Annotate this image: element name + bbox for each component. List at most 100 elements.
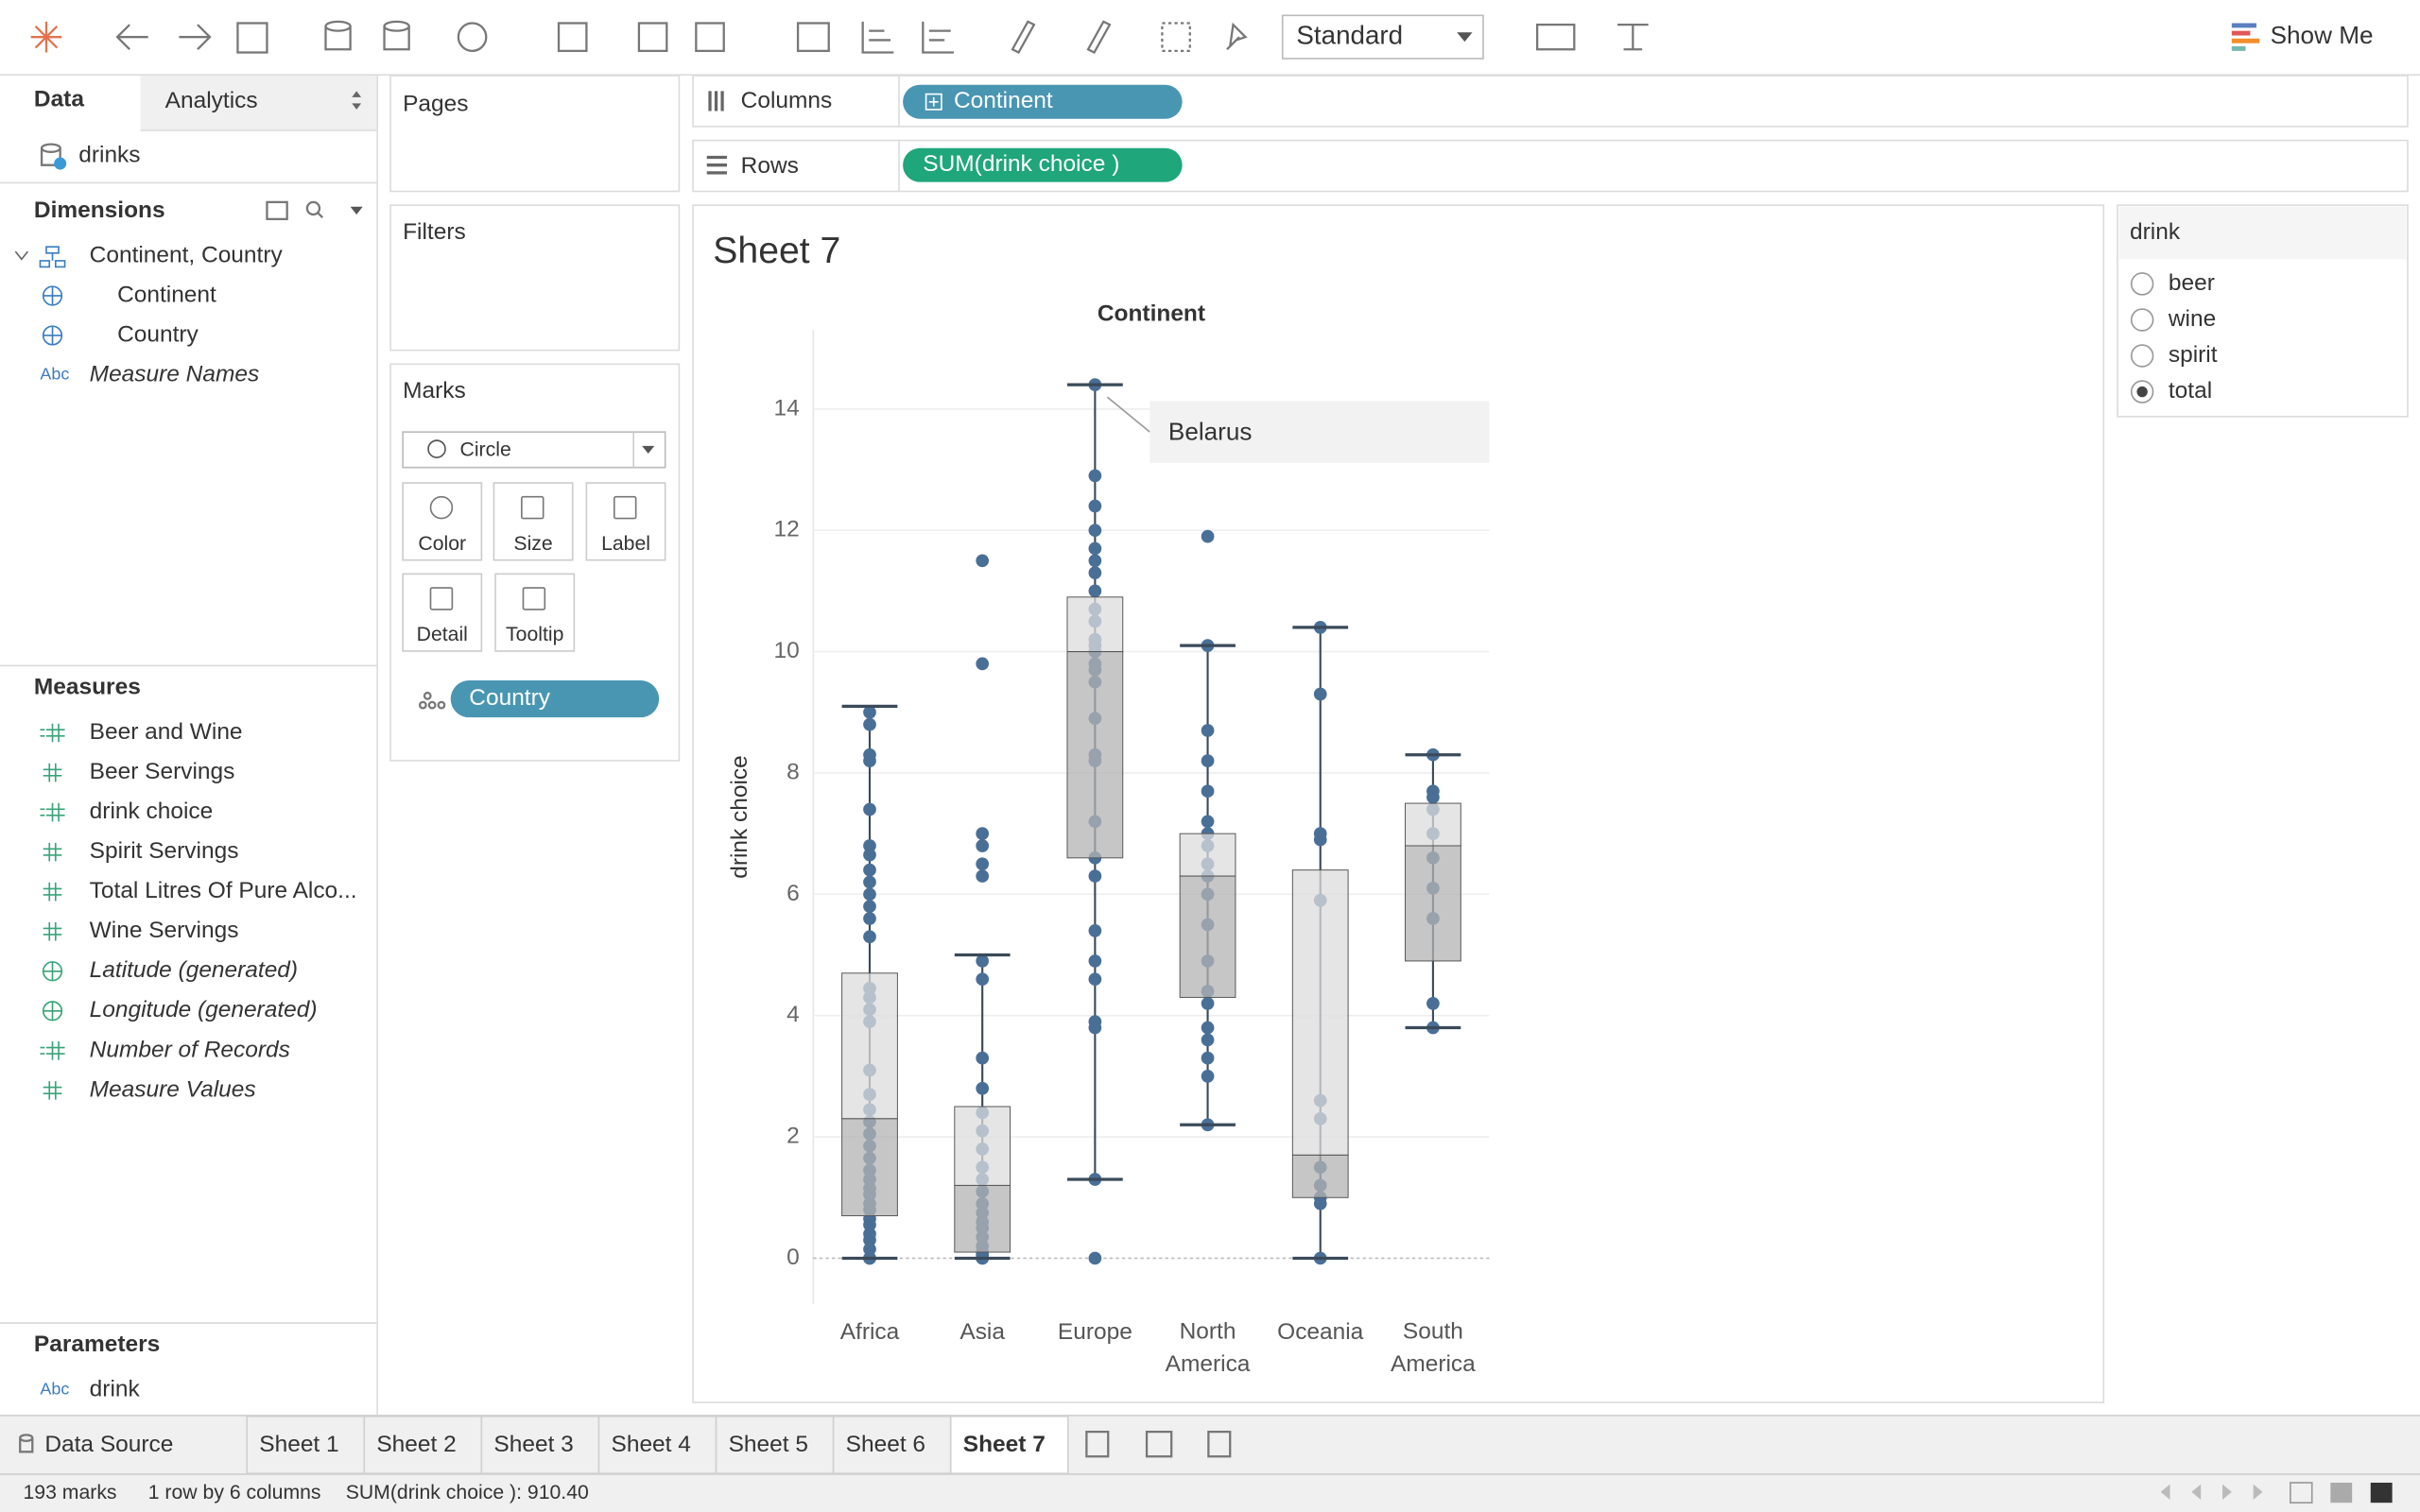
point[interactable]: [1201, 754, 1215, 767]
mark-button-label[interactable]: Detail: [417, 624, 468, 645]
pane-tab[interactable]: Data: [34, 87, 84, 112]
sheet-tab-label[interactable]: Sheet 1: [259, 1432, 338, 1457]
mark-button-label[interactable]: Label: [601, 533, 650, 555]
field[interactable]: drink choice: [90, 799, 214, 824]
point[interactable]: [863, 912, 876, 925]
point[interactable]: [976, 657, 990, 671]
point[interactable]: [1088, 972, 1102, 987]
detail-pill[interactable]: [450, 680, 660, 718]
sheet-tab-label[interactable]: Sheet 7: [963, 1432, 1046, 1457]
point[interactable]: [1088, 954, 1102, 968]
point[interactable]: [1088, 869, 1102, 883]
field[interactable]: Beer Servings: [90, 759, 235, 784]
mark-button[interactable]: [585, 482, 666, 561]
mark-button[interactable]: [494, 573, 576, 652]
point[interactable]: [1088, 923, 1102, 937]
point[interactable]: [976, 1081, 990, 1095]
sheet-tab[interactable]: [597, 1415, 717, 1474]
rows-pill-label[interactable]: SUM(drink choice ): [923, 151, 1119, 177]
point[interactable]: [1088, 469, 1102, 483]
point[interactable]: [863, 930, 876, 944]
point[interactable]: [863, 705, 876, 719]
mark-type-dropdown[interactable]: [402, 431, 666, 469]
mark-button[interactable]: [402, 482, 483, 561]
datasource-name[interactable]: drinks: [78, 142, 140, 167]
dimensions-tools[interactable]: [266, 200, 363, 220]
show-me[interactable]: Show Me: [2271, 21, 2374, 49]
sheet-tab-label[interactable]: Sheet 5: [729, 1432, 808, 1457]
sheet-tab[interactable]: [832, 1415, 952, 1474]
point[interactable]: [1088, 1251, 1102, 1265]
point[interactable]: [976, 827, 990, 840]
sheet-tab[interactable]: [949, 1415, 1069, 1474]
rows-pill[interactable]: [903, 147, 1183, 182]
point[interactable]: [1088, 1015, 1102, 1028]
field[interactable]: Continent, Country: [90, 242, 284, 267]
point[interactable]: [863, 875, 876, 889]
field[interactable]: Beer and Wine: [90, 719, 243, 745]
point[interactable]: [1088, 541, 1102, 556]
sheet-tab[interactable]: [363, 1415, 483, 1474]
mark-button-label[interactable]: Tooltip: [506, 624, 563, 645]
sheet-tab-label[interactable]: Sheet 4: [612, 1432, 691, 1457]
status-controls[interactable]: [2160, 1482, 2393, 1504]
point[interactable]: [863, 863, 876, 877]
radio-label[interactable]: wine: [2168, 306, 2216, 332]
pane-tab[interactable]: Analytics: [165, 88, 258, 113]
point[interactable]: [976, 1051, 990, 1065]
field[interactable]: Latitude (generated): [90, 957, 298, 983]
point[interactable]: [1201, 724, 1215, 737]
radio-label[interactable]: beer: [2169, 270, 2215, 296]
field[interactable]: Measure Values: [90, 1076, 256, 1102]
point[interactable]: [1313, 687, 1327, 701]
point[interactable]: [1088, 554, 1102, 568]
point[interactable]: [1201, 1070, 1215, 1083]
field[interactable]: Number of Records: [90, 1037, 290, 1062]
point[interactable]: [1426, 997, 1440, 1010]
sheet-tab[interactable]: [480, 1415, 600, 1474]
sheet-tab-label[interactable]: Sheet 6: [846, 1432, 925, 1457]
mark-button-label[interactable]: Size: [513, 533, 552, 555]
field[interactable]: Measure Names: [90, 361, 260, 387]
point[interactable]: [1201, 1051, 1215, 1065]
field[interactable]: Longitude (generated): [90, 997, 318, 1022]
point[interactable]: [976, 869, 990, 883]
radio-label[interactable]: total: [2169, 378, 2212, 404]
sheet-tab-label[interactable]: Sheet 2: [376, 1432, 456, 1457]
toolbar-icons[interactable]: [30, 14, 2260, 60]
field[interactable]: drink: [90, 1376, 141, 1401]
view-size[interactable]: Standard: [1296, 21, 1403, 50]
point[interactable]: [863, 1227, 876, 1241]
point[interactable]: [863, 802, 876, 816]
point[interactable]: [976, 839, 990, 852]
point[interactable]: [1088, 584, 1102, 598]
point[interactable]: [863, 747, 876, 762]
point[interactable]: [863, 848, 876, 862]
detail-pill-label[interactable]: Country: [469, 685, 550, 711]
point[interactable]: [1201, 784, 1215, 799]
columns-pill[interactable]: [903, 84, 1183, 119]
point[interactable]: [1201, 529, 1215, 543]
point[interactable]: [976, 972, 990, 987]
field[interactable]: Total Litres Of Pure Alco...: [90, 878, 357, 903]
mark-button[interactable]: [493, 482, 574, 561]
point[interactable]: [1088, 499, 1102, 513]
sheet-tab[interactable]: [246, 1415, 366, 1474]
point[interactable]: [1201, 815, 1215, 829]
analytics-tab-bg[interactable]: [140, 76, 377, 130]
field[interactable]: Spirit Servings: [90, 838, 239, 864]
mark-button[interactable]: [402, 573, 483, 652]
radio[interactable]: [2130, 308, 2154, 332]
point[interactable]: [1201, 1033, 1215, 1047]
mark-button-label[interactable]: Color: [418, 533, 466, 555]
point[interactable]: [976, 554, 990, 568]
point[interactable]: [863, 839, 876, 852]
radio[interactable]: [2130, 272, 2154, 296]
point[interactable]: [976, 954, 990, 968]
radio[interactable]: [2130, 344, 2154, 368]
point[interactable]: [1201, 1021, 1215, 1035]
field[interactable]: Country: [117, 321, 199, 347]
point[interactable]: [1201, 997, 1215, 1010]
point[interactable]: [1088, 524, 1102, 538]
data-source-tab[interactable]: Data Source: [44, 1432, 173, 1457]
